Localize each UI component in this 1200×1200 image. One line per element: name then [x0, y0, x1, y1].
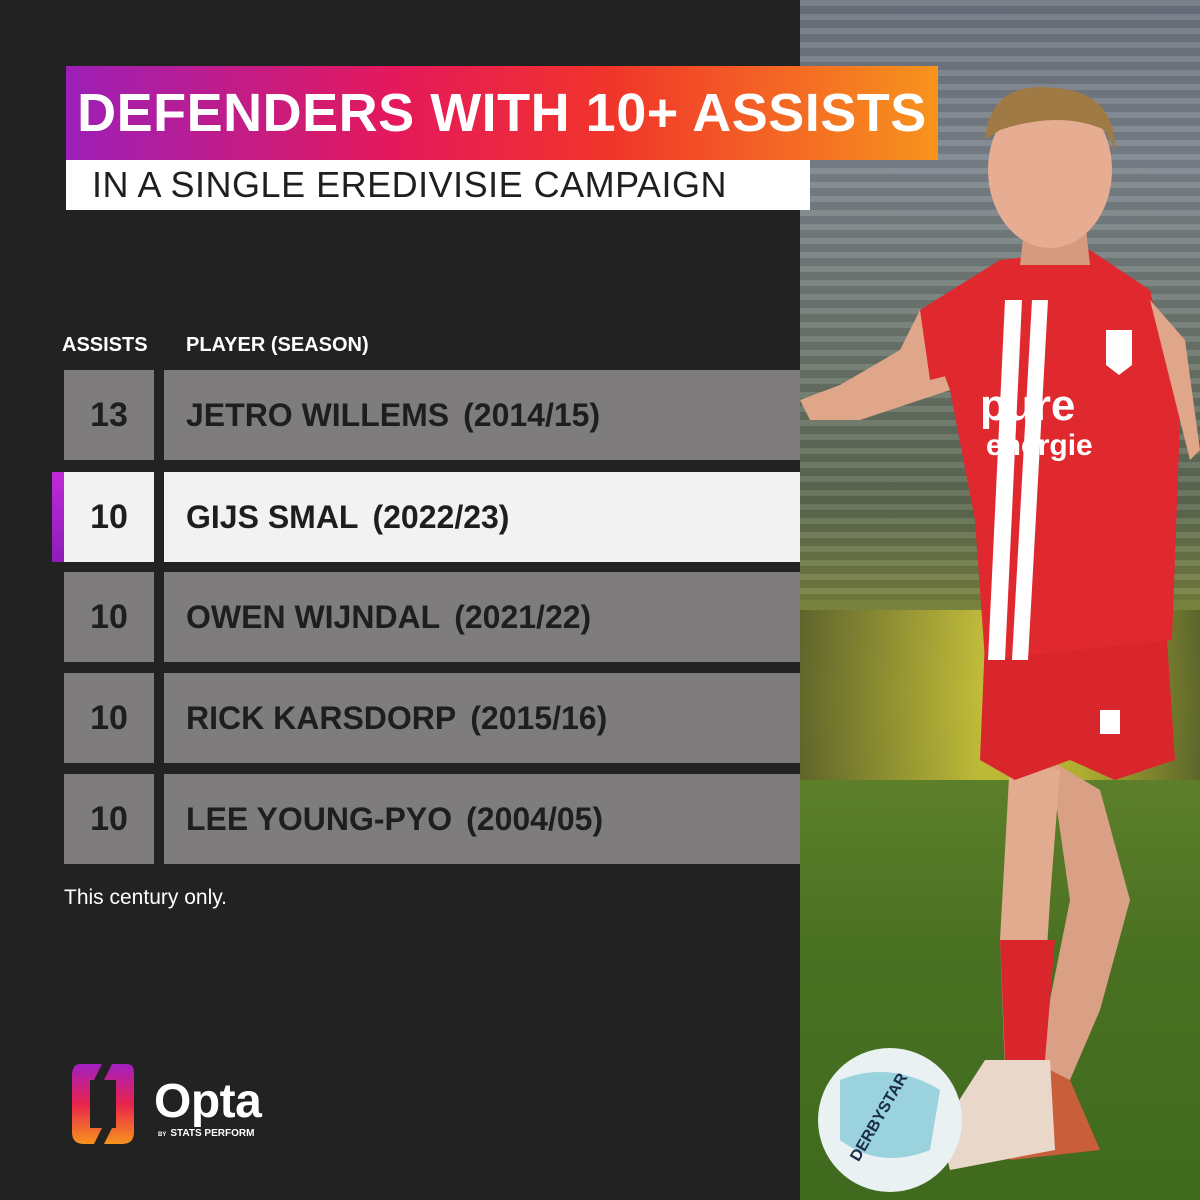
assists-value: 10: [64, 572, 154, 662]
player-cell: JETRO WILLEMS (2014/15): [164, 370, 800, 460]
footballer-figure: pure energie DERBYSTAR: [800, 87, 1200, 1192]
player-cell: LEE YOUNG-PYO (2004/05): [164, 774, 800, 864]
player-name: RICK KARSDORP: [186, 699, 457, 736]
table-row-highlighted: 10 GIJS SMAL (2022/23): [64, 472, 800, 562]
player-name: JETRO WILLEMS: [186, 396, 450, 433]
shirt-sponsor-energie: energie: [986, 429, 1093, 462]
table-row: 10 OWEN WIJNDAL (2021/22): [64, 572, 800, 662]
table-row: 10 RICK KARSDORP (2015/16): [64, 673, 800, 763]
player-season: (2022/23): [372, 498, 510, 535]
footnote: This century only.: [64, 886, 228, 909]
shirt-sponsor-pure: pure: [980, 381, 1075, 430]
page-title: DEFENDERS WITH 10+ ASSISTS: [77, 83, 927, 143]
table-row: 10 LEE YOUNG-PYO (2004/05): [64, 774, 800, 864]
opta-logo-icon: [72, 1064, 134, 1144]
player-season: (2021/22): [454, 598, 592, 635]
title-banner: DEFENDERS WITH 10+ ASSISTS: [66, 66, 938, 160]
player-season: (2015/16): [470, 699, 608, 736]
opta-stats-perform: STATS PERFORM: [170, 1128, 255, 1139]
highlight-accent-bar: [52, 472, 64, 562]
subtitle-banner: IN A SINGLE EREDIVISIE CAMPAIGN: [66, 160, 810, 210]
assists-value: 10: [64, 472, 154, 562]
player-season: (2014/15): [463, 396, 601, 433]
assists-value: 10: [64, 673, 154, 763]
assists-value: 13: [64, 370, 154, 460]
player-cell: RICK KARSDORP (2015/16): [164, 673, 800, 763]
player-name: OWEN WIJNDAL: [186, 598, 441, 635]
club-crest-icon: [1106, 330, 1132, 375]
player-cell: GIJS SMAL (2022/23): [164, 472, 800, 562]
player-name: GIJS SMAL: [186, 498, 359, 535]
column-header-assists: ASSISTS: [62, 334, 148, 356]
opta-wordmark: Opta: [154, 1075, 262, 1128]
page-subtitle: IN A SINGLE EREDIVISIE CAMPAIGN: [92, 164, 728, 205]
assists-value: 10: [64, 774, 154, 864]
player-season: (2004/05): [466, 800, 604, 837]
player-cell: OWEN WIJNDAL (2021/22): [164, 572, 800, 662]
player-name: LEE YOUNG-PYO: [186, 800, 453, 837]
opta-by: BY: [158, 1132, 167, 1138]
player-photo: pure energie DERBYSTAR: [800, 0, 1200, 1200]
column-header-player: PLAYER (SEASON): [186, 334, 369, 356]
table-row: 13 JETRO WILLEMS (2014/15): [64, 370, 800, 460]
opta-byline: BY STATS PERFORM: [158, 1128, 254, 1139]
